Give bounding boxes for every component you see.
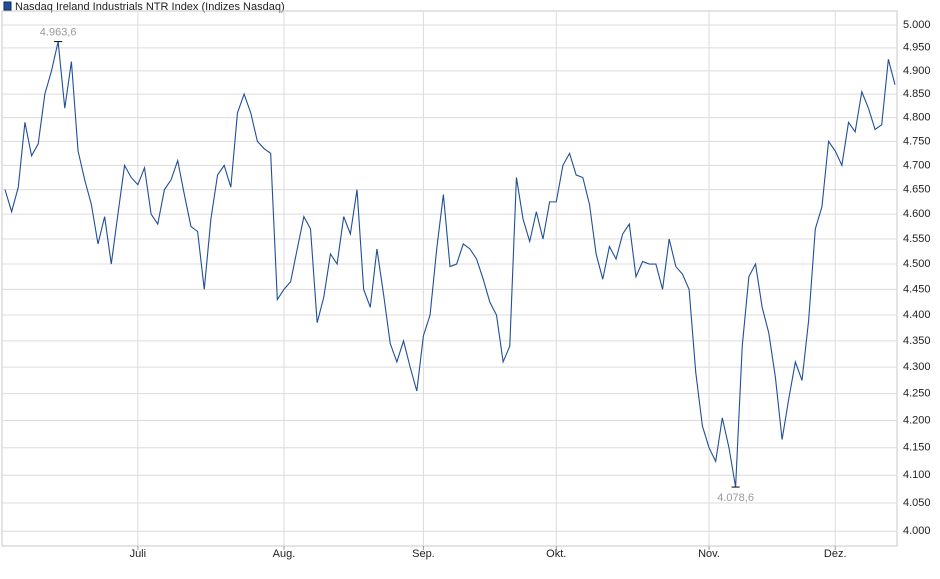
y-tick-label: 4.000 — [903, 525, 931, 537]
y-tick-label: 5.000 — [903, 19, 931, 31]
y-tick-label: 4.450 — [903, 283, 931, 295]
x-tick-label: Nov. — [698, 548, 720, 560]
y-tick-label: 4.350 — [903, 335, 931, 347]
x-tick-label: Sep. — [412, 548, 435, 560]
y-tick-label: 4.750 — [903, 135, 931, 147]
y-tick-label: 4.200 — [903, 414, 931, 426]
y-tick-label: 4.650 — [903, 184, 931, 196]
legend-label: Nasdaq Ireland Industrials NTR Index (In… — [15, 1, 285, 13]
y-tick-label: 4.150 — [903, 442, 931, 454]
y-tick-label: 4.800 — [903, 112, 931, 124]
y-tick-label: 4.850 — [903, 88, 931, 100]
y-tick-label: 4.250 — [903, 388, 931, 400]
value-label: 4.078,6 — [717, 492, 754, 504]
y-tick-label: 4.600 — [903, 208, 931, 220]
y-tick-label: 4.700 — [903, 159, 931, 171]
plot-frame — [1, 10, 898, 547]
y-tick-label: 4.400 — [903, 309, 931, 321]
x-tick-label: Juli — [130, 548, 147, 560]
value-label: 4.963,6 — [40, 27, 77, 39]
y-tick-label: 4.100 — [903, 469, 931, 481]
y-tick-label: 4.900 — [903, 65, 931, 77]
x-tick-label: Aug. — [273, 548, 296, 560]
x-tick-label: Dez. — [824, 548, 847, 560]
y-tick-label: 4.050 — [903, 497, 931, 509]
x-tick-label: Okt. — [546, 548, 566, 560]
y-tick-label: 4.500 — [903, 258, 931, 270]
y-tick-label: 4.950 — [903, 42, 931, 54]
y-tick-label: 4.300 — [903, 361, 931, 373]
y-tick-label: 4.550 — [903, 233, 931, 245]
legend-swatch — [3, 1, 12, 11]
series-line — [4, 41, 896, 488]
